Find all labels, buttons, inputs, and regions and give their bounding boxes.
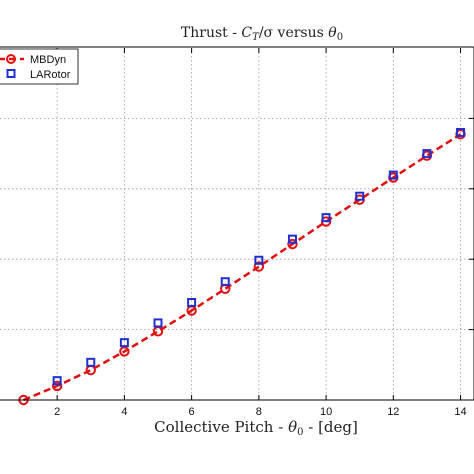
x-axis-label-pre: Collective Pitch - bbox=[154, 418, 288, 436]
chart-title-c: C bbox=[241, 25, 252, 41]
point-larotor bbox=[355, 191, 365, 201]
point-mbdyn bbox=[287, 238, 298, 250]
point-larotor bbox=[153, 318, 163, 328]
point-larotor bbox=[287, 234, 297, 244]
legend-mbdyn-marker bbox=[6, 54, 16, 64]
x-tick-label: 10 bbox=[320, 406, 332, 418]
point-larotor bbox=[187, 297, 197, 307]
chart-title-theta: θ bbox=[328, 25, 337, 41]
series-mbdyn-line bbox=[23, 133, 462, 402]
point-larotor bbox=[456, 127, 466, 137]
x-axis-label: Collective Pitch - θ0 - [deg] bbox=[154, 418, 358, 438]
x-axis-label-theta: θ bbox=[288, 418, 297, 436]
chart-title-pre: Thrust - bbox=[181, 25, 242, 41]
chart-title-theta-sub: 0 bbox=[337, 32, 343, 43]
plot-area: 2 4 6 8 10 12 14 bbox=[0, 46, 474, 418]
legend-mbdyn-label: MBDyn bbox=[30, 54, 66, 66]
x-tick-label: 6 bbox=[189, 406, 195, 418]
plot-frame bbox=[0, 46, 474, 401]
legend-larotor-label: LARotor bbox=[30, 69, 71, 81]
x-tick-label: 4 bbox=[121, 406, 127, 418]
x-tick-label: 14 bbox=[454, 406, 466, 418]
chart-title: Thrust - CT/σ versus θ0 bbox=[181, 25, 343, 43]
point-larotor bbox=[254, 255, 264, 265]
grid bbox=[0, 48, 474, 400]
x-tick-label: 12 bbox=[387, 406, 399, 418]
point-mbdyn bbox=[51, 380, 63, 392]
point-mbdyn bbox=[85, 364, 96, 376]
x-tick-label: 8 bbox=[256, 406, 262, 418]
legend-larotor-marker bbox=[6, 69, 16, 78]
point-larotor bbox=[321, 213, 331, 223]
point-larotor bbox=[86, 357, 96, 367]
point-mbdyn bbox=[253, 261, 265, 272]
x-tick-label: 2 bbox=[54, 406, 60, 418]
x-axis: 2 4 6 8 10 12 14 bbox=[54, 48, 474, 418]
legend: MBDyn LARotor bbox=[0, 48, 79, 85]
chart-title-mid: /σ versus bbox=[259, 25, 328, 41]
point-larotor bbox=[422, 149, 432, 159]
x-axis-label-post: - [deg] bbox=[303, 418, 357, 436]
chart-title-c-sub: T bbox=[252, 32, 260, 43]
point-larotor bbox=[52, 376, 62, 386]
point-larotor bbox=[388, 170, 398, 180]
point-mbdyn bbox=[119, 346, 130, 357]
point-larotor bbox=[220, 277, 230, 287]
point-mbdyn bbox=[152, 326, 164, 337]
point-larotor bbox=[119, 338, 129, 348]
series-layer bbox=[18, 127, 466, 406]
x-axis-label-theta-sub: 0 bbox=[297, 427, 303, 438]
